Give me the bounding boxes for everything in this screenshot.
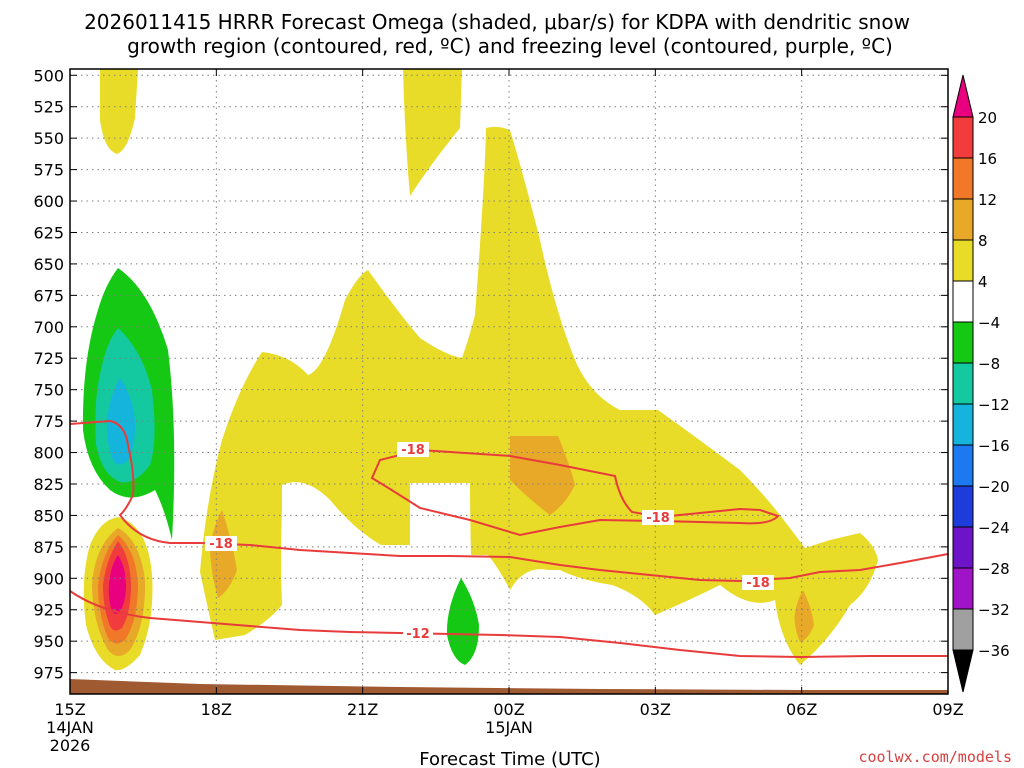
- contour-label: -12: [406, 627, 430, 642]
- contour-label: -18: [746, 576, 770, 591]
- contour-line: [69, 590, 948, 659]
- chart-title-line1: 2026011415 HRRR Forecast Omega (shaded, …: [84, 10, 910, 34]
- terrain-ground: [70, 679, 948, 694]
- colorbar-swatch: [952, 526, 974, 569]
- y-tick-label: 950: [33, 632, 64, 651]
- omega-area-yellow: [200, 126, 878, 665]
- contour-line: [370, 448, 780, 537]
- contour-label: -18: [401, 443, 425, 458]
- omega-shading: [82, 69, 878, 671]
- x-tick-label: 21Z: [347, 700, 378, 719]
- y-tick-label: 600: [33, 192, 64, 211]
- y-tick-label: 675: [33, 286, 64, 305]
- y-tick-label: 825: [33, 475, 64, 494]
- omega-area-yellow: [403, 69, 462, 196]
- colorbar-swatch: [952, 116, 974, 159]
- x-axis-label: Forecast Time (UTC): [419, 749, 600, 768]
- y-tick-label: 700: [33, 318, 64, 337]
- colorbar-tick-label: 12: [978, 191, 997, 209]
- colorbar-swatch: [952, 444, 974, 487]
- contour-label: -18: [209, 537, 233, 552]
- colorbar-tick-label: 16: [978, 150, 997, 168]
- colorbar-bottom-arrow: [952, 649, 974, 693]
- y-tick-label: 725: [33, 349, 64, 368]
- y-tick-label: 875: [33, 538, 64, 557]
- colorbar-tick-label: 4: [978, 273, 988, 291]
- x-tick-label: 09Z: [932, 700, 963, 719]
- omega-area-orange-light: [794, 590, 814, 642]
- colorbar-tick-label: −24: [978, 519, 1010, 537]
- colorbar-tick-label: −12: [978, 396, 1010, 414]
- omega-area-yellow: [100, 69, 138, 154]
- colorbar-tick-label: −36: [978, 642, 1010, 660]
- colorbar: 20 16 12 8 4 −4 −8 −12 −16 −20 −24 −28 −32 −36: [952, 74, 1010, 693]
- omega-area-magenta: [108, 555, 126, 614]
- y-tick-label: 500: [33, 66, 64, 85]
- colorbar-swatch: [952, 321, 974, 364]
- y-tick-label: 900: [33, 569, 64, 588]
- colorbar-swatch: [952, 280, 974, 323]
- colorbar-tick-label: −8: [978, 355, 1000, 373]
- y-tick-label: 575: [33, 161, 64, 180]
- chart-title-line2: growth region (contoured, red, ºC) and f…: [127, 34, 893, 58]
- colorbar-top-arrow: [952, 74, 974, 118]
- y-tick-label: 550: [33, 129, 64, 148]
- x-tick-date: 15JAN: [485, 718, 533, 737]
- x-tick-label: 00Z: [493, 700, 524, 719]
- colorbar-swatch: [952, 403, 974, 446]
- x-tick-label: 03Z: [640, 700, 671, 719]
- colorbar-tick-label: −28: [978, 560, 1010, 578]
- x-tick-label: 18Z: [201, 700, 232, 719]
- y-tick-label: 975: [33, 664, 64, 683]
- x-tick-year: 2026: [50, 736, 91, 755]
- dendritic-growth-contours: [69, 419, 949, 659]
- colorbar-tick-label: −4: [978, 314, 1000, 332]
- y-tick-label: 775: [33, 412, 64, 431]
- y-axis: 500 525 550 575 600 625 650 675 700 725 750 775 800 8…: [33, 66, 948, 683]
- contour-line: [69, 419, 949, 583]
- colorbar-tick-label: 8: [978, 232, 988, 250]
- credit-text: coolwx.com/models: [858, 748, 1012, 766]
- y-tick-label: 650: [33, 255, 64, 274]
- omega-area-orange-light: [510, 436, 575, 515]
- contour-label: -18: [646, 511, 670, 526]
- y-tick-label: 925: [33, 601, 64, 620]
- colorbar-tick-label: 20: [978, 109, 997, 127]
- colorbar-swatch: [952, 198, 974, 241]
- colorbar-swatch: [952, 157, 974, 200]
- y-tick-label: 800: [33, 444, 64, 463]
- colorbar-swatch: [952, 567, 974, 610]
- y-tick-label: 625: [33, 223, 64, 242]
- y-tick-label: 850: [33, 506, 64, 525]
- colorbar-swatch: [952, 239, 974, 282]
- x-tick-label: 15Z: [54, 700, 85, 719]
- x-tick-label: 06Z: [786, 700, 817, 719]
- colorbar-swatch: [952, 485, 974, 528]
- y-tick-label: 525: [33, 98, 64, 117]
- colorbar-tick-label: −32: [978, 601, 1010, 619]
- colorbar-swatch: [952, 362, 974, 405]
- omega-area-green: [446, 578, 479, 665]
- x-tick-date: 14JAN: [46, 718, 94, 737]
- colorbar-tick-label: −16: [978, 437, 1010, 455]
- colorbar-swatch: [952, 608, 974, 651]
- colorbar-tick-label: −20: [978, 478, 1010, 496]
- y-tick-label: 750: [33, 381, 64, 400]
- contour-labels: -18 -18 -18 -18 -12: [205, 442, 774, 642]
